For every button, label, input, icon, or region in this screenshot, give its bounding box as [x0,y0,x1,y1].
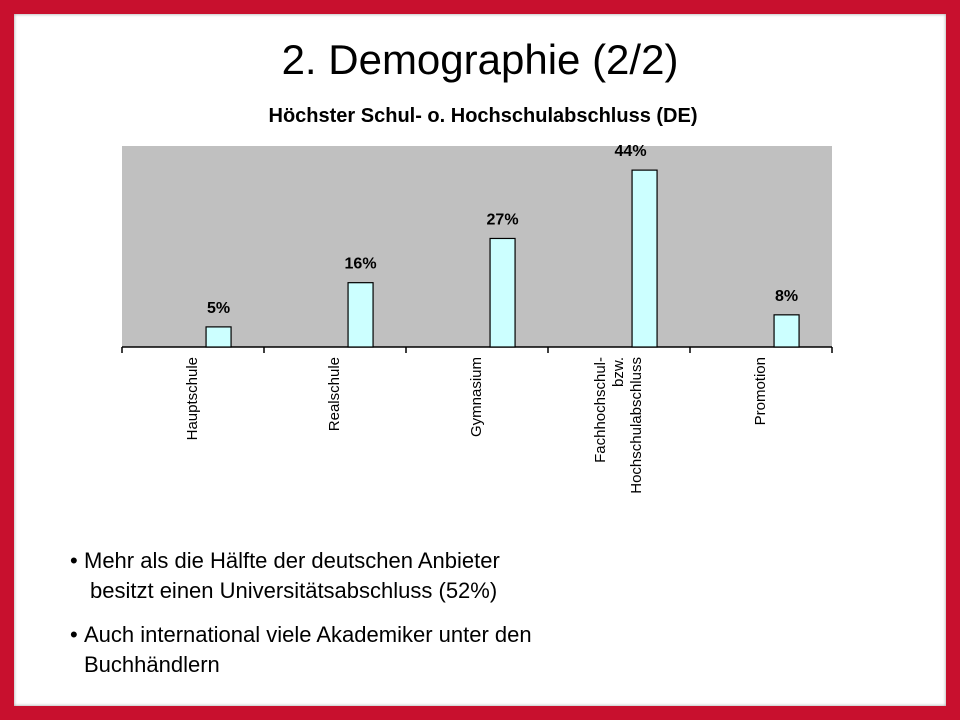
x-tick-label: bzw. [610,357,627,387]
bar [489,237,516,348]
x-tick-label: Promotion [752,357,769,425]
bullet-dot-icon: • [70,622,78,647]
bullet-item: • Mehr als die Hälfte der deutschen Anbi… [70,546,930,606]
data-label: 16% [345,256,377,273]
slide-title: 2. Demographie (2/2) [281,36,679,83]
bullet-line: besitzt einen Universitätsabschluss (52%… [90,578,498,603]
bullet-dot-icon: • [70,548,78,573]
data-label: 44% [615,143,647,160]
bar [773,314,800,348]
data-label: 8% [775,288,798,305]
x-tick-label: Gymnasium [468,357,485,437]
chart-title: Höchster Schul- o. Hochschulabschluss (D… [269,105,698,127]
x-tick-label: Hochschulabschluss [628,357,645,494]
bar [205,326,232,348]
x-tick-label: Fachhochschul- [592,357,609,463]
data-label: 5% [207,300,230,317]
bullet-line: Auch international viele Akademiker unte… [84,622,532,647]
x-tick-label: Realschule [326,357,343,431]
slide: 2. Demographie (2/2) Höchster Schul- o. … [14,14,946,706]
bar-chart: Höchster Schul- o. Hochschulabschluss (D… [121,105,833,494]
bullet-line: Mehr als die Hälfte der deutschen Anbiet… [84,548,500,573]
bullet-list: • Mehr als die Hälfte der deutschen Anbi… [70,546,930,694]
bullet-line: Buchhändlern [84,652,220,677]
bar [631,169,658,348]
plot-area [122,146,832,347]
bar [347,282,374,348]
x-tick-label: Hauptschule [184,357,201,440]
bullet-item: • Auch international viele Akademiker un… [70,620,930,680]
data-label: 27% [487,211,519,228]
